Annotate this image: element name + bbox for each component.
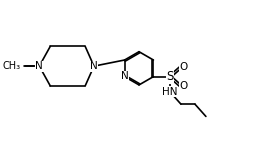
Text: S: S xyxy=(166,70,173,83)
Text: O: O xyxy=(179,81,187,91)
Text: N: N xyxy=(35,61,43,71)
Text: HN: HN xyxy=(162,87,177,97)
Text: O: O xyxy=(179,62,187,72)
Text: CH₃: CH₃ xyxy=(3,61,21,71)
Text: N: N xyxy=(90,61,98,71)
Text: N: N xyxy=(120,71,128,81)
